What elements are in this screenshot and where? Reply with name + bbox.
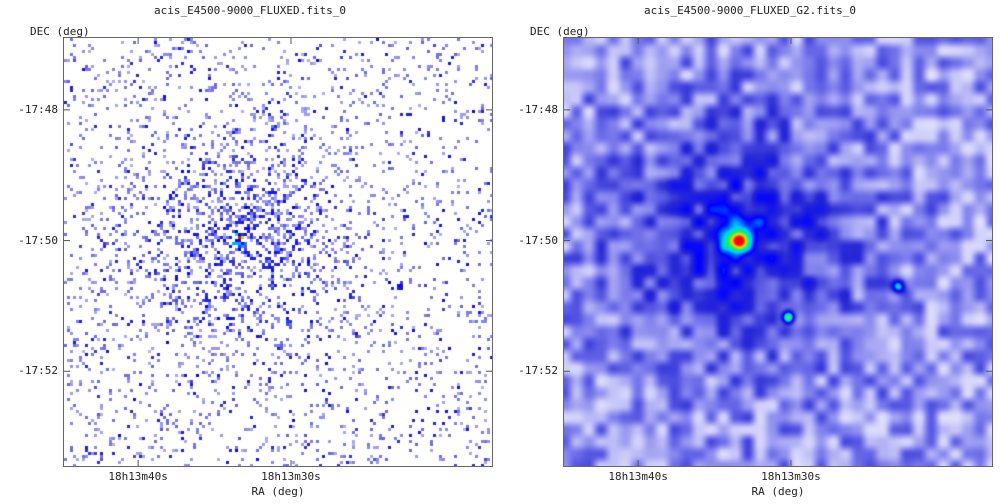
image-panel-smoothed: acis_E4500-9000_FLUXED_G2.fits_0 DEC (de… [500, 0, 1000, 504]
y-tick-label: -17:52 [518, 364, 558, 378]
x-axis-label: RA (deg) [251, 485, 305, 498]
y-axis-label: DEC (deg) [30, 25, 90, 38]
heatmap-raw-counts [64, 38, 492, 466]
image-title: acis_E4500-9000_FLUXED_G2.fits_0 [644, 4, 856, 17]
image-frame[interactable] [563, 37, 993, 467]
x-tick-label: 18h13m30s [261, 470, 321, 483]
y-axis-label: DEC (deg) [530, 25, 590, 38]
image-frame[interactable] [63, 37, 493, 467]
y-tick-label: -17:50 [518, 233, 558, 247]
heatmap-smoothed [564, 38, 992, 466]
x-tick-label: 18h13m30s [761, 470, 821, 483]
y-tick-label: -17:50 [18, 233, 58, 247]
x-tick-label: 18h13m40s [108, 470, 168, 483]
image-panel-raw: acis_E4500-9000_FLUXED.fits_0 DEC (deg) … [18, 4, 493, 498]
y-tick-label: -17:48 [18, 102, 58, 116]
y-tick-label: -17:48 [518, 102, 558, 116]
axis-ticks [564, 38, 992, 466]
image-title: acis_E4500-9000_FLUXED.fits_0 [153, 4, 347, 17]
axis-ticks [64, 38, 492, 466]
x-axis-label: RA (deg) [751, 485, 805, 498]
y-tick-label: -17:52 [18, 364, 58, 378]
x-tick-label: 18h13m40s [608, 470, 668, 483]
